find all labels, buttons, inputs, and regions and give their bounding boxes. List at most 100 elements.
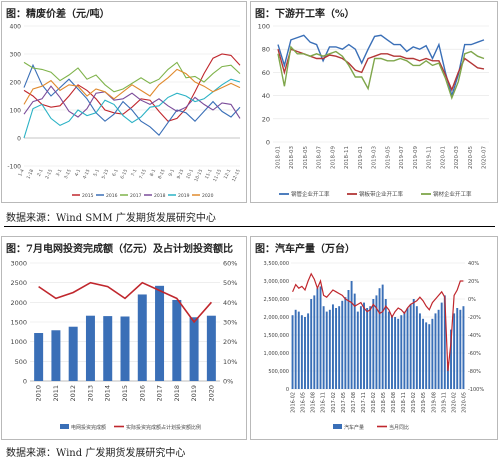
bar xyxy=(206,315,216,381)
x-tick-label: 2020-05 xyxy=(468,146,474,169)
bar xyxy=(51,330,61,381)
legend-label: 2016 xyxy=(106,193,118,199)
bar xyxy=(400,315,403,389)
x-tick-label: 6-1 xyxy=(111,168,120,177)
bar xyxy=(325,311,328,389)
x-tick-label: 2016-08 xyxy=(311,392,317,413)
y-tick-label: 100 xyxy=(10,108,22,115)
x-tick-label: 2018-02 xyxy=(371,392,377,413)
legend-label: 当月同比 xyxy=(389,424,409,431)
x-tick-label: 7-1 xyxy=(130,168,139,177)
panel-title: 图：7月电网投资完成额（亿元）及占计划投资额比 xyxy=(6,244,233,255)
x-tick-label: 2018-05 xyxy=(381,392,387,413)
grid-investment-combo-chart: 3000 2500 2000 1500 1000 500 0 60% 50% 40% 30% 20% 1… xyxy=(10,260,237,432)
x-tick-label: 2019-11 xyxy=(441,392,447,413)
x-tick-label: 2018-01 xyxy=(276,146,282,169)
x-tick-label: 2019-02 xyxy=(411,392,417,413)
bar xyxy=(291,315,294,389)
bar xyxy=(137,294,147,381)
y-tick-label: 100 xyxy=(258,23,270,31)
bar xyxy=(450,329,452,389)
bar xyxy=(453,313,456,389)
bar xyxy=(338,306,341,389)
x-tick-label: 2019-05 xyxy=(421,392,427,413)
x-tick-label: 2020-03 xyxy=(454,146,460,169)
y-tick-label-left: 2000 xyxy=(10,299,27,307)
bar xyxy=(189,317,199,381)
bar xyxy=(294,309,297,389)
x-tick-label: 2020-01 xyxy=(440,146,446,169)
bar xyxy=(425,322,428,389)
x-tick-label: 2012 xyxy=(69,385,77,402)
y-tick-label-left: 3,500,000 xyxy=(264,261,289,267)
x-tick-label: 2018-05 xyxy=(303,146,309,169)
bar xyxy=(415,306,418,389)
y-tick-label-right: -40% xyxy=(468,333,481,339)
legend-label: 汽车产量 xyxy=(344,424,364,431)
y-tick-label-right: 60% xyxy=(223,260,237,268)
bar xyxy=(335,308,338,389)
x-tick-label: 2014 xyxy=(104,385,112,402)
bar xyxy=(120,316,130,381)
ratio-line xyxy=(38,281,213,324)
y-tick-label: 60 xyxy=(262,69,270,77)
y-tick-label-left: 2,500,000 xyxy=(264,297,289,303)
bar xyxy=(328,309,331,389)
bar xyxy=(387,311,390,389)
bar xyxy=(319,286,322,389)
bar xyxy=(446,362,449,389)
bar xyxy=(331,304,334,389)
bar xyxy=(310,299,313,389)
bar xyxy=(381,284,384,389)
x-tick-label: 2019-07 xyxy=(399,146,405,169)
bar xyxy=(155,285,165,381)
y-tick-label: 200 xyxy=(10,80,22,87)
y-tick-label: 40 xyxy=(262,92,270,100)
legend-label: 钢材企业开工率 xyxy=(433,190,472,198)
y-tick-label: 400 xyxy=(10,24,22,31)
legend-label: 钢管企业开工率 xyxy=(291,190,330,198)
y-tick-label-right: 20% xyxy=(223,338,237,346)
bar xyxy=(366,308,369,389)
x-tick-label: 2016-11 xyxy=(321,392,327,413)
panel-operating-rate: 图：下游开工率（%） 100 80 60 40 20 0 2018-01 2018-03 201… xyxy=(250,1,498,203)
x-tick-label: 2018-09 xyxy=(330,146,336,169)
car-output-combo-chart: 3,500,000 3,000,000 2,500,000 2,000,000 1,50… xyxy=(264,261,485,431)
y-tick-label-right: 0% xyxy=(468,297,476,303)
y-tick-label: 80 xyxy=(262,46,270,54)
x-tick-label: 9-1 xyxy=(168,168,177,177)
x-tick-label: 8-15 xyxy=(157,168,167,180)
bar xyxy=(428,324,431,389)
panel-title: 图：汽车产量（万台） xyxy=(255,244,355,255)
x-tick-label: 2018-11 xyxy=(344,146,350,169)
series-line xyxy=(277,45,485,100)
bar xyxy=(172,299,182,381)
bar xyxy=(341,300,344,389)
y-tick-label-right: 10% xyxy=(223,358,237,366)
legend-swatch xyxy=(60,424,69,429)
y-tick-label: -100 xyxy=(7,164,21,171)
series-line-2020 xyxy=(23,68,241,105)
x-tick-label: 2020-07 xyxy=(482,146,488,169)
bar xyxy=(434,313,437,389)
series-line-2018 xyxy=(23,85,241,119)
x-tick-label: 10-15 xyxy=(193,168,204,183)
x-tick-label: 2018-03 xyxy=(289,146,295,169)
bar xyxy=(369,306,372,389)
x-tick-label: 1-4 xyxy=(17,168,26,177)
x-tick-label: 2017-11 xyxy=(361,392,367,413)
bar xyxy=(85,315,95,381)
x-tick-label: 2018-11 xyxy=(401,392,407,413)
bar xyxy=(422,318,425,389)
bar xyxy=(437,309,440,389)
panel-grid-investment: 图：7月电网投资完成额（亿元）及占计划投资额比 3000 2500 2000 1500… xyxy=(1,236,247,440)
bar xyxy=(297,311,300,389)
x-tick-label: 2017-08 xyxy=(351,392,357,413)
legend-label: 电网投资完成额 xyxy=(71,424,106,431)
bar xyxy=(313,295,316,389)
x-tick-label: 2013 xyxy=(86,385,94,402)
x-tick-label: 2020 xyxy=(207,385,215,402)
source-note: 数据来源：Wind SMM 广发期货发展研究中心 xyxy=(6,213,216,224)
y-tick-label: 20 xyxy=(262,115,270,123)
